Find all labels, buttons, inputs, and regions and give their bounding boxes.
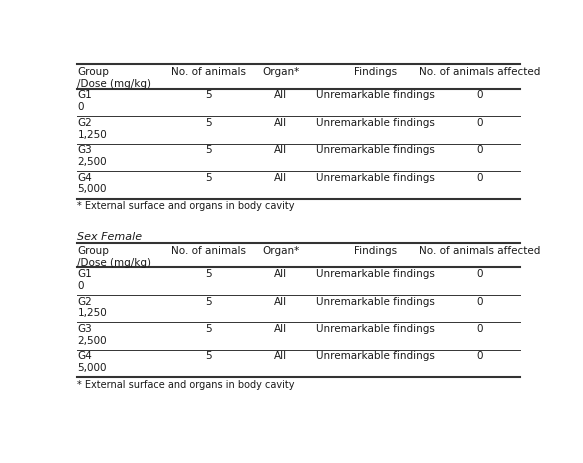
Text: * External surface and organs in body cavity: * External surface and organs in body ca…	[78, 201, 295, 212]
Text: Unremarkable findings: Unremarkable findings	[316, 118, 435, 128]
Text: Sex Female: Sex Female	[78, 232, 142, 242]
Text: 0: 0	[476, 118, 483, 128]
Text: 5: 5	[205, 118, 212, 128]
Text: Findings: Findings	[354, 67, 397, 77]
Text: All: All	[274, 90, 287, 100]
Text: Findings: Findings	[354, 246, 397, 256]
Text: Unremarkable findings: Unremarkable findings	[316, 173, 435, 183]
Text: 0: 0	[476, 90, 483, 100]
Text: Organ*: Organ*	[262, 246, 299, 256]
Text: No. of animals affected: No. of animals affected	[419, 67, 540, 77]
Text: 0: 0	[476, 351, 483, 362]
Text: 5: 5	[205, 324, 212, 334]
Text: 0: 0	[476, 173, 483, 183]
Text: G2
1,250: G2 1,250	[78, 118, 107, 139]
Text: 0: 0	[476, 324, 483, 334]
Text: All: All	[274, 351, 287, 362]
Text: 5: 5	[205, 145, 212, 156]
Text: G4
5,000: G4 5,000	[78, 173, 107, 194]
Text: No. of animals affected: No. of animals affected	[419, 246, 540, 256]
Text: No. of animals: No. of animals	[171, 67, 246, 77]
Text: Unremarkable findings: Unremarkable findings	[316, 297, 435, 307]
Text: All: All	[274, 173, 287, 183]
Text: All: All	[274, 269, 287, 279]
Text: All: All	[274, 145, 287, 156]
Text: Unremarkable findings: Unremarkable findings	[316, 351, 435, 362]
Text: * External surface and organs in body cavity: * External surface and organs in body ca…	[78, 380, 295, 390]
Text: G3
2,500: G3 2,500	[78, 324, 107, 345]
Text: All: All	[274, 118, 287, 128]
Text: 0: 0	[476, 297, 483, 307]
Text: Group
/Dose (mg/kg): Group /Dose (mg/kg)	[78, 67, 152, 89]
Text: G1
0: G1 0	[78, 269, 92, 291]
Text: All: All	[274, 324, 287, 334]
Text: 5: 5	[205, 351, 212, 362]
Text: All: All	[274, 297, 287, 307]
Text: 5: 5	[205, 269, 212, 279]
Text: Unremarkable findings: Unremarkable findings	[316, 324, 435, 334]
Text: Unremarkable findings: Unremarkable findings	[316, 90, 435, 100]
Text: G2
1,250: G2 1,250	[78, 297, 107, 318]
Text: Unremarkable findings: Unremarkable findings	[316, 269, 435, 279]
Text: Unremarkable findings: Unremarkable findings	[316, 145, 435, 156]
Text: G3
2,500: G3 2,500	[78, 145, 107, 167]
Text: Organ*: Organ*	[262, 67, 299, 77]
Text: 0: 0	[476, 269, 483, 279]
Text: G1
0: G1 0	[78, 90, 92, 112]
Text: 5: 5	[205, 90, 212, 100]
Text: 5: 5	[205, 297, 212, 307]
Text: 0: 0	[476, 145, 483, 156]
Text: 5: 5	[205, 173, 212, 183]
Text: Group
/Dose (mg/kg): Group /Dose (mg/kg)	[78, 246, 152, 268]
Text: G4
5,000: G4 5,000	[78, 351, 107, 373]
Text: No. of animals: No. of animals	[171, 246, 246, 256]
